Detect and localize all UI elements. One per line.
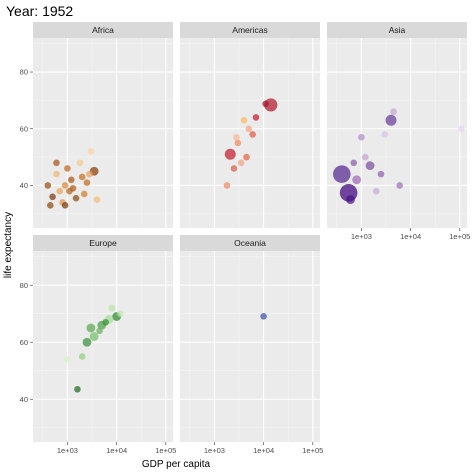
data-point-americas xyxy=(252,114,260,121)
data-point-africa xyxy=(64,165,71,172)
y-tick-label: 40 xyxy=(20,395,28,404)
chart-title: Year: 1952 xyxy=(6,3,73,19)
data-point-europe xyxy=(89,332,99,341)
data-point-americas xyxy=(224,148,236,160)
data-point-americas xyxy=(234,139,242,147)
x-tick-label: 1e+04 xyxy=(253,446,274,455)
data-point-africa xyxy=(44,182,52,189)
data-point-africa xyxy=(61,182,69,189)
facet-strip-oceania xyxy=(180,235,320,251)
data-point-africa xyxy=(56,187,64,195)
data-point-europe xyxy=(96,327,103,335)
panel-background-africa xyxy=(33,38,173,228)
data-point-americas xyxy=(237,159,245,167)
y-tick-label: 60 xyxy=(20,338,28,347)
data-point-americas xyxy=(233,133,240,141)
data-point-europe xyxy=(74,385,81,393)
data-point-africa xyxy=(76,159,84,167)
data-point-europe xyxy=(78,353,86,360)
y-tick-label: 60 xyxy=(20,124,28,133)
x-tick-label: 1e+03 xyxy=(204,446,225,455)
data-point-europe xyxy=(108,304,116,312)
facet-strip-label-europe: Europe xyxy=(89,238,117,248)
x-tick-label: 1e+03 xyxy=(351,232,372,241)
x-tick-label: 1e+03 xyxy=(57,446,78,455)
y-axis-label: life expectancy xyxy=(3,212,14,278)
panel-background-oceania xyxy=(180,251,320,442)
facet-strip-asia xyxy=(327,22,467,38)
x-tick-label: 1e+05 xyxy=(449,232,470,241)
x-axis-label: GDP per capita xyxy=(142,459,211,470)
y-tick-label: 80 xyxy=(20,68,28,77)
facet-europe: Europe 40 60 80 1e+03 1e+04 1e+05 xyxy=(20,235,176,455)
facet-strip-label-americas: Americas xyxy=(232,25,267,35)
data-point-africa xyxy=(49,193,56,201)
facet-strip-europe xyxy=(33,235,173,251)
x-tick-label: 1e+05 xyxy=(302,446,323,455)
data-point-americas xyxy=(223,182,231,189)
data-point-europe xyxy=(64,356,71,363)
data-point-americas xyxy=(249,131,256,138)
x-tick-label: 1e+04 xyxy=(400,232,421,241)
x-tick-label: 1e+04 xyxy=(106,446,127,455)
data-point-africa xyxy=(80,190,88,198)
facet-americas: Americas xyxy=(180,22,320,228)
data-point-asia xyxy=(361,153,369,161)
data-point-africa xyxy=(53,170,60,178)
facet-strip-africa xyxy=(33,22,173,38)
data-point-oceania xyxy=(260,312,267,320)
data-point-asia xyxy=(385,114,397,126)
data-point-africa xyxy=(72,194,80,202)
data-point-africa xyxy=(78,173,86,181)
facet-strip-label-africa: Africa xyxy=(92,25,114,35)
facet-africa: Africa 40 60 80 xyxy=(20,22,173,228)
data-point-asia xyxy=(458,125,465,133)
data-point-africa xyxy=(93,196,101,203)
facet-strip-americas xyxy=(180,22,320,38)
data-point-asia xyxy=(372,187,380,195)
data-point-africa xyxy=(67,176,75,184)
data-point-africa xyxy=(69,184,77,192)
data-point-africa xyxy=(87,148,95,155)
data-point-americas xyxy=(245,125,253,133)
data-point-africa xyxy=(61,202,69,209)
data-point-europe xyxy=(102,318,109,326)
data-point-europe xyxy=(117,310,124,318)
data-point-africa xyxy=(53,159,60,167)
facet-strip-label-asia: Asia xyxy=(389,25,406,35)
panel-background-europe xyxy=(33,251,173,442)
facet-asia: Asia 1e+03 1e+04 1e+05 xyxy=(327,22,470,241)
data-point-africa xyxy=(86,170,93,178)
data-point-asia xyxy=(377,170,385,178)
facet-strip-label-oceania: Oceania xyxy=(234,238,266,248)
data-point-asia xyxy=(365,161,375,171)
data-point-asia xyxy=(358,133,365,141)
data-point-americas xyxy=(262,100,269,108)
data-point-europe xyxy=(86,323,96,333)
data-point-asia xyxy=(350,159,358,167)
data-point-asia xyxy=(352,175,362,185)
y-tick-label: 40 xyxy=(20,181,28,190)
data-point-asia xyxy=(381,131,389,138)
data-point-americas xyxy=(243,153,250,161)
data-point-europe xyxy=(82,337,92,347)
x-tick-label: 1e+05 xyxy=(155,446,176,455)
data-point-africa xyxy=(47,202,54,209)
data-point-americas xyxy=(230,165,238,172)
data-point-americas xyxy=(240,116,248,124)
y-tick-label: 80 xyxy=(20,281,28,290)
data-point-asia xyxy=(346,195,355,205)
data-point-africa xyxy=(83,179,91,186)
data-point-asia xyxy=(390,108,397,116)
data-point-asia xyxy=(333,165,351,183)
data-point-asia xyxy=(396,182,403,189)
facet-oceania: Oceania 1e+03 1e+04 1e+05 xyxy=(180,235,323,455)
